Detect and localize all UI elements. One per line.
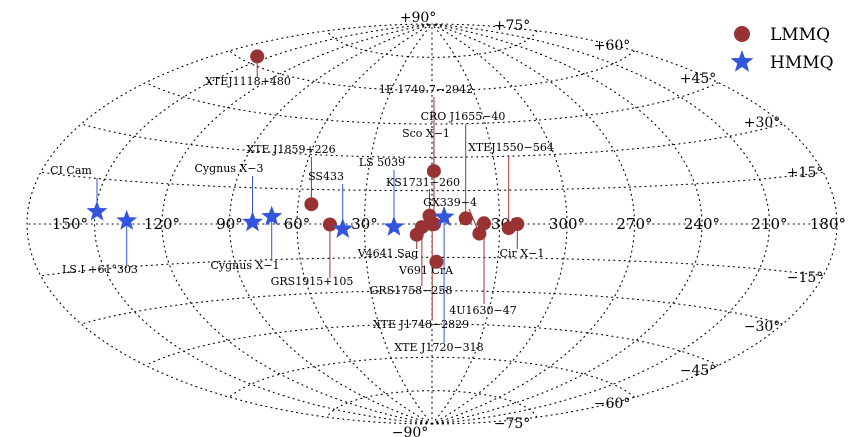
legend-marker-lmmq [734, 26, 750, 42]
lat-tick-label: +60° [594, 38, 631, 54]
source-label-xte-j1720-318: XTE J1720−318 [394, 341, 483, 354]
lon-tick-label: 120° [144, 215, 180, 233]
marker-v4641-sag [409, 227, 424, 242]
lat-tick-label: +75° [494, 18, 531, 34]
lat-tick-label: +90° [400, 10, 437, 26]
marker-ss433 [332, 218, 354, 238]
source-label-v4641-sag: V4641 Sag [357, 247, 419, 260]
grid-meridian [431, 23, 838, 425]
lon-tick-label: 30° [351, 215, 378, 233]
marker-cir-x-1 [510, 217, 525, 231]
source-label-xtej1118-480: XTEJ1118+480 [205, 75, 291, 88]
latitude-tick-labels: +90° +75° +60° +45° +30° +15° −15° −30° −45° −60°… [392, 10, 824, 437]
lon-tick-label: 210° [751, 215, 787, 233]
lat-tick-label: +30° [744, 115, 781, 131]
marker-xte-j1720-318 [433, 206, 455, 226]
lat-tick-label: +15° [787, 165, 824, 181]
grid-meridian [363, 23, 433, 425]
source-label-v691-cra: V691 CrA [398, 264, 454, 277]
lat-tick-label: −90° [392, 425, 429, 437]
marker-sco-x-1 [426, 164, 441, 179]
lat-tick-label: −15° [787, 270, 824, 286]
grid-parallel [81, 123, 783, 158]
marker-cygnus-x-1 [261, 205, 283, 226]
source-label-xte-j1859-226: XTE J1859+226 [246, 143, 335, 156]
grid-parallel [326, 390, 538, 418]
source-label-xte-j1748-2829: XTE J1748−2829 [373, 318, 469, 331]
grid-parallel [81, 290, 783, 325]
marker-xte-j1748-2829 [425, 217, 440, 232]
marker-4u1630-47 [477, 216, 491, 231]
lon-tick-label: 180° [810, 215, 846, 233]
grid-meridian [431, 23, 703, 425]
lon-tick-label: 150° [52, 215, 88, 233]
marker-grs1915-105 [322, 217, 337, 232]
source-label-1e-1740-7-2942: 1E 1740.7−2942 [379, 83, 473, 96]
source-label-4u1630-47: 4U1630−47 [449, 304, 516, 317]
lat-tick-label: −45° [680, 363, 717, 379]
legend: LMMQ HMMQ [730, 25, 834, 73]
source-label-xtej1550-564: XTEJ1550−564 [468, 141, 554, 154]
lat-tick-label: −60° [594, 396, 631, 412]
grid-meridian [431, 23, 771, 425]
marker-xte-j1859-226 [304, 197, 319, 212]
lon-tick-label: 240° [684, 215, 720, 233]
source-label-ci-cam: CI Cam [50, 164, 92, 177]
marker-v691-cra [429, 254, 444, 269]
legend-label-lmmq: LMMQ [770, 25, 830, 45]
source-label-grs1915-105: GRS1915+105 [271, 275, 354, 288]
grid-meridian [431, 23, 501, 425]
marker-ls-i-61-303 [116, 209, 138, 230]
grid-parallel [41, 171, 823, 192]
legend-marker-hmmq [730, 50, 754, 72]
marker-ci-cam [86, 200, 108, 221]
marker-cygnus-x-3 [242, 211, 263, 232]
source-label-ls-5039: LS 5039 [359, 156, 405, 169]
source-label-grs1758-258: GRS1758−258 [370, 284, 453, 297]
marker-ls-5039 [383, 215, 405, 236]
legend-label-hmmq: HMMQ [770, 53, 834, 73]
source-markers [86, 49, 525, 269]
source-label-ls-i-61-303: LS I +61°303 [62, 263, 138, 276]
marker-xtej1118-480 [250, 49, 265, 64]
lat-tick-label: −75° [494, 416, 531, 432]
lon-tick-label: 90° [216, 215, 243, 233]
grid-meridian [26, 23, 433, 425]
source-label-ss433: SS433 [308, 170, 344, 183]
source-label-cygnus-x-1: Cygnus X−1 [210, 259, 279, 272]
source-label-cro-j1655-40: CRO J1655−40 [421, 110, 506, 123]
source-labels: XTEJ1118+480 XTE J1859+226 GRS1915+105 Sco … [50, 75, 554, 354]
lon-tick-label: 270° [616, 215, 652, 233]
lat-tick-label: +45° [680, 71, 717, 87]
source-label-sco-x-1: Sco X−1 [402, 127, 450, 140]
source-label-gx339-4: GX339−4 [423, 196, 477, 209]
grid-meridian [93, 23, 433, 425]
source-label-ks1731-260: KS1731−260 [386, 176, 460, 189]
source-label-cygnus-x-3: Cygnus X−3 [194, 162, 263, 175]
lat-tick-label: −30° [744, 319, 781, 335]
grid-meridian [161, 23, 433, 425]
lon-tick-label: 60° [284, 215, 311, 233]
source-label-cir-x-1: Cir X−1 [500, 247, 545, 260]
lon-tick-label: 300° [549, 215, 585, 233]
marker-cro-j1655-40 [458, 211, 473, 226]
grid-parallel [229, 356, 635, 398]
